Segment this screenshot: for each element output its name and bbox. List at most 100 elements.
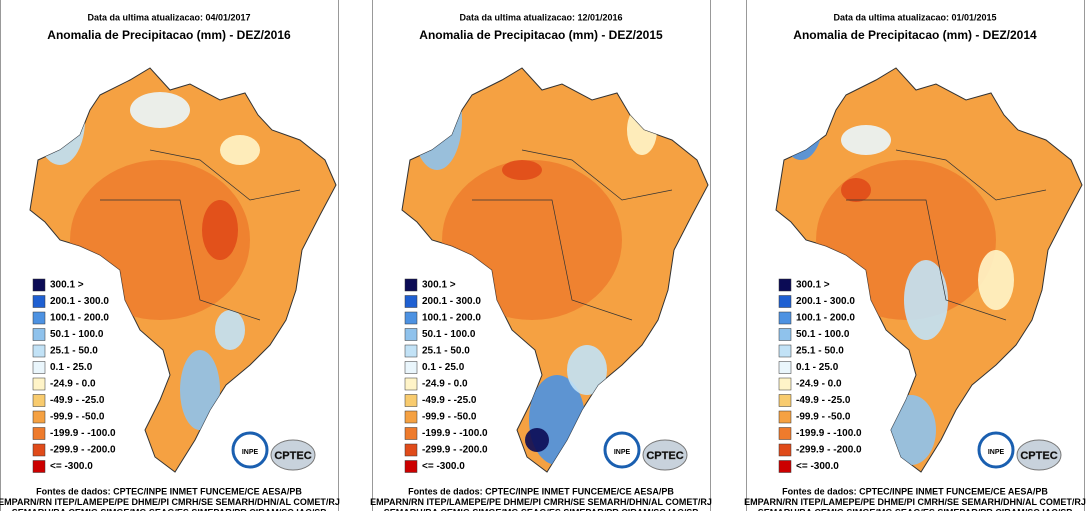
legend-swatch [404, 311, 418, 325]
anomaly-patch [502, 160, 542, 180]
legend-label: -24.9 - 0.0 [422, 379, 468, 390]
legend-swatch [778, 311, 792, 325]
legend-label: 0.1 - 25.0 [422, 362, 465, 373]
legend-swatch [32, 361, 46, 374]
legend-label: <= -300.0 [796, 461, 839, 472]
legend-label: 100.1 - 200.0 [50, 313, 109, 324]
map-title: Anomalia de Precipitacao (mm) - DEZ/2016 [47, 28, 291, 42]
state-border [521, 149, 673, 201]
cptec-logo-text: CPTEC [274, 450, 311, 462]
legend-label: -199.9 - -100.0 [422, 428, 488, 439]
legend-label: 100.1 - 200.0 [422, 313, 481, 324]
legend-swatch [404, 377, 418, 391]
legend-label: 300.1 > [422, 280, 456, 291]
legend-label: 200.1 - 300.0 [796, 296, 855, 307]
anomaly-patch [180, 350, 220, 430]
map-panel: Data da ultima atualizacao: 01/01/2015 An… [744, 0, 1086, 516]
cptec-logo [642, 439, 688, 471]
legend-label: -99.9 - -50.0 [422, 412, 477, 423]
legend-label: <= -300.0 [50, 461, 93, 472]
map-title: Anomalia de Precipitacao (mm) - DEZ/2015 [419, 28, 663, 42]
legend-label: -49.9 - -25.0 [796, 395, 851, 406]
legend-label: -49.9 - -25.0 [50, 395, 105, 406]
legend-label: 50.1 - 100.0 [422, 329, 476, 340]
legend-swatch [32, 344, 46, 358]
anomaly-patch [841, 178, 871, 202]
state-border [846, 199, 1007, 321]
source-line: Fontes de dados: CPTEC/INPE INMET FUNCEM… [36, 486, 302, 496]
state-border [472, 199, 633, 321]
cptec-logo-text: CPTEC [646, 450, 683, 462]
legend-label: 200.1 - 300.0 [422, 296, 481, 307]
legend-label: -199.9 - -100.0 [796, 428, 862, 439]
anomaly-patch [978, 250, 1014, 310]
legend-label: 25.1 - 50.0 [796, 346, 844, 357]
legend-label: 25.1 - 50.0 [422, 346, 470, 357]
legend-swatch [32, 377, 46, 391]
legend-label: 100.1 - 200.0 [796, 313, 855, 324]
legend-swatch [32, 295, 46, 308]
legend-label: 200.1 - 300.0 [50, 296, 109, 307]
anomaly-patch [525, 428, 549, 452]
source-line: SEMARH/BA CEMIG SIMGE/MG SEAG/ES SIMEPAR… [12, 507, 327, 511]
legend-swatch [404, 427, 418, 440]
source-line: Fontes de dados: CPTEC/INPE INMET FUNCEM… [782, 486, 1048, 496]
legend-label: -299.9 - -200.0 [422, 445, 488, 456]
anomaly-patch [130, 92, 190, 128]
map-panel: Data da ultima atualizacao: 12/01/2016 An… [370, 0, 712, 516]
legend-label: -49.9 - -25.0 [422, 395, 477, 406]
state-border [895, 149, 1047, 201]
source-line: EMPARN/RN ITEP/LAMEPE/PE DHME/PI CMRH/SE… [0, 497, 340, 507]
inpe-logo-text: INPE [614, 449, 631, 456]
anomaly-patch [220, 135, 260, 165]
legend-swatch [32, 394, 46, 407]
update-date: Data da ultima atualizacao: 12/01/2016 [459, 12, 622, 22]
source-line: Fontes de dados: CPTEC/INPE INMET FUNCEM… [408, 486, 674, 496]
update-date: Data da ultima atualizacao: 01/01/2015 [833, 12, 996, 22]
inpe-logo-text: INPE [242, 449, 259, 456]
anomaly-patch [904, 260, 948, 340]
legend-label: 0.1 - 25.0 [50, 362, 93, 373]
legend-swatch [778, 361, 792, 374]
legend-swatch [32, 410, 46, 424]
legend-swatch [404, 344, 418, 358]
legend-swatch [404, 460, 418, 473]
legend-label: -99.9 - -50.0 [50, 412, 105, 423]
cptec-logo [270, 439, 316, 471]
state-border [149, 149, 301, 201]
legend-swatch [404, 410, 418, 424]
legend-swatch [778, 443, 792, 457]
legend-swatch [778, 328, 792, 341]
legend-swatch [32, 427, 46, 440]
inpe-logo [231, 431, 269, 469]
legend-label: 25.1 - 50.0 [50, 346, 98, 357]
source-line: SEMARH/BA CEMIG SIMGE/MG SEAG/ES SIMEPAR… [384, 507, 699, 511]
cptec-logo [1016, 439, 1062, 471]
map-title: Anomalia de Precipitacao (mm) - DEZ/2014 [793, 28, 1037, 42]
legend-swatch [778, 427, 792, 440]
legend-label: -24.9 - 0.0 [796, 379, 842, 390]
legend-label: 0.1 - 25.0 [796, 362, 839, 373]
legend-label: -24.9 - 0.0 [50, 379, 96, 390]
anomaly-patch [841, 125, 891, 155]
legend-swatch [32, 328, 46, 341]
legend-swatch [404, 394, 418, 407]
update-date: Data da ultima atualizacao: 04/01/2017 [87, 12, 250, 22]
legend-swatch [32, 278, 46, 292]
legend-swatch [778, 394, 792, 407]
anomaly-patch [567, 345, 607, 395]
legend-label: -299.9 - -200.0 [796, 445, 862, 456]
legend-swatch [404, 295, 418, 308]
cptec-logo-text: CPTEC [1020, 450, 1057, 462]
legend-label: 50.1 - 100.0 [796, 329, 850, 340]
legend-swatch [404, 361, 418, 374]
legend-label: 300.1 > [796, 280, 830, 291]
legend-swatch [404, 278, 418, 292]
source-line: EMPARN/RN ITEP/LAMEPE/PE DHME/PI CMRH/SE… [370, 497, 712, 507]
map-panel: Data da ultima atualizacao: 04/01/2017 An… [0, 0, 340, 516]
inpe-logo [977, 431, 1015, 469]
legend-swatch [32, 311, 46, 325]
legend-label: -99.9 - -50.0 [796, 412, 851, 423]
